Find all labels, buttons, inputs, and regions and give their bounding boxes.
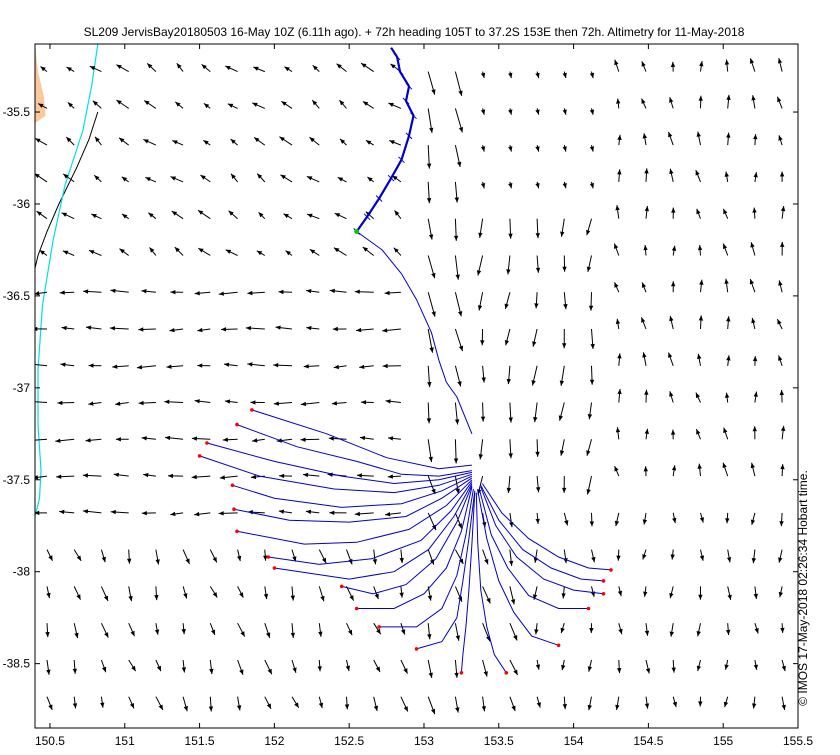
forecast-endpoint [587, 607, 591, 611]
x-tick-label: 151.5 [185, 734, 215, 748]
x-tick-label: 155 [713, 734, 733, 748]
y-tick-label: -36 [13, 197, 31, 211]
forecast-endpoint [602, 579, 606, 583]
chart-title: SL209 JervisBay20180503 16-May 10Z (6.11… [84, 25, 745, 39]
forecast-endpoint [267, 555, 271, 559]
y-tick-label: -37.5 [3, 473, 31, 487]
glider-start-marker [354, 229, 359, 234]
forecast-endpoint [609, 568, 613, 572]
x-tick-label: 154.5 [633, 734, 663, 748]
x-tick-label: 153.5 [484, 734, 514, 748]
x-tick-label: 153 [414, 734, 434, 748]
x-tick-label: 154 [564, 734, 584, 748]
forecast-endpoint [232, 507, 236, 511]
x-tick-label: 155.5 [783, 734, 813, 748]
x-tick-label: 150.5 [35, 734, 65, 748]
forecast-endpoint [273, 566, 277, 570]
forecast-endpoint [355, 607, 359, 611]
x-tick-label: 152.5 [334, 734, 364, 748]
forecast-endpoint [205, 441, 209, 445]
y-tick-label: -35.5 [3, 105, 31, 119]
forecast-endpoint [231, 484, 235, 488]
x-tick-label: 151 [115, 734, 135, 748]
y-tick-label: -38.5 [3, 657, 31, 671]
y-tick-label: -37 [13, 381, 31, 395]
forecast-endpoint [377, 625, 381, 629]
forecast-endpoint [198, 454, 202, 458]
forecast-endpoint [505, 671, 509, 675]
y-tick-label: -38 [13, 565, 31, 579]
forecast-endpoint [460, 671, 464, 675]
forecast-endpoint [235, 530, 239, 534]
forecast-endpoint [602, 592, 606, 596]
forecast-endpoint [340, 585, 344, 589]
x-tick-label: 152 [264, 734, 284, 748]
y-tick-label: -36.5 [3, 289, 31, 303]
forecast-endpoint [557, 644, 561, 648]
forecast-endpoint [415, 647, 419, 651]
forecast-endpoint [235, 423, 239, 427]
forecast-endpoint [250, 408, 254, 412]
